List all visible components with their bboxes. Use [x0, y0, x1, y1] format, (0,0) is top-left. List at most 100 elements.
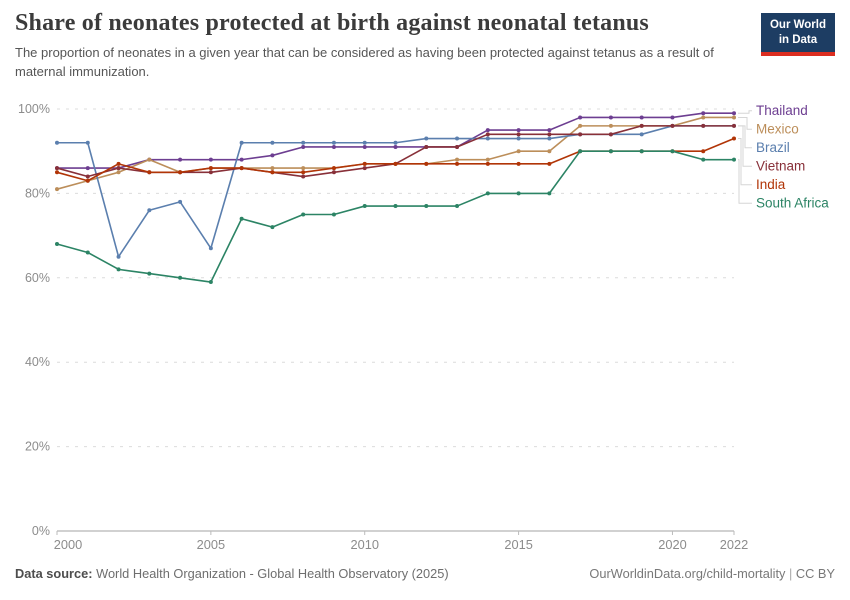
chart-header: Share of neonates protected at birth aga…: [15, 10, 835, 82]
data-point: [55, 242, 59, 247]
chart-footer: Data source: World Health Organization -…: [15, 566, 835, 581]
legend-connector: [738, 116, 752, 130]
series-line-south-africa[interactable]: [56, 150, 734, 283]
y-axis-label: 80%: [25, 186, 50, 200]
data-point: [147, 271, 152, 276]
data-point: [547, 128, 552, 133]
data-point: [639, 132, 644, 137]
data-point: [331, 170, 336, 175]
data-point: [455, 161, 460, 166]
data-point: [455, 204, 460, 209]
data-point: [331, 212, 336, 217]
legend-connector: [738, 110, 752, 114]
data-point: [362, 144, 367, 149]
chart-title: Share of neonates protected at birth aga…: [15, 10, 649, 36]
data-point: [239, 157, 244, 162]
data-point: [270, 153, 275, 158]
data-point: [116, 166, 121, 171]
legend-label-india[interactable]: India: [756, 177, 786, 192]
x-axis-label: 2015: [504, 537, 532, 552]
data-point: [270, 140, 275, 145]
data-point: [455, 157, 460, 162]
footer-separator: |: [785, 566, 796, 581]
data-point: [55, 166, 59, 171]
data-point: [208, 280, 213, 285]
data-point: [608, 123, 613, 128]
data-point: [516, 132, 521, 137]
x-axis-label: 2022: [720, 537, 748, 552]
legend-label-vietnam[interactable]: Vietnam: [756, 159, 805, 174]
data-point: [178, 170, 183, 175]
data-point: [670, 149, 675, 154]
data-point: [639, 115, 644, 120]
legend-connector: [738, 125, 752, 167]
data-point: [362, 166, 367, 171]
data-point: [578, 132, 583, 137]
data-point: [670, 115, 675, 120]
data-point: [608, 149, 613, 154]
data-point: [147, 170, 152, 175]
data-point: [178, 157, 183, 162]
data-point: [55, 187, 59, 192]
data-point: [578, 115, 583, 120]
legend-label-brazil[interactable]: Brazil: [756, 140, 790, 155]
data-point: [301, 174, 306, 179]
series-line-thailand[interactable]: [57, 112, 734, 169]
data-point: [485, 157, 490, 162]
data-point: [116, 170, 121, 175]
data-point: [301, 166, 306, 171]
data-point: [331, 166, 336, 171]
data-point: [208, 166, 213, 171]
data-point: [85, 178, 90, 183]
data-point: [670, 123, 675, 128]
owid-url-link[interactable]: OurWorldinData.org/child-mortality: [589, 566, 786, 581]
data-point: [178, 275, 183, 280]
data-point: [485, 161, 490, 166]
data-point: [331, 144, 336, 149]
data-point: [608, 115, 613, 120]
data-point: [639, 149, 644, 154]
license-link[interactable]: CC BY: [795, 566, 835, 581]
y-axis-label: 60%: [25, 271, 50, 285]
data-point: [239, 216, 244, 221]
data-point: [701, 157, 706, 162]
data-point: [393, 204, 398, 209]
data-point: [701, 115, 706, 120]
data-point: [547, 136, 552, 141]
data-point: [85, 166, 90, 171]
data-point: [301, 144, 306, 149]
owid-logo: Our World in Data: [760, 13, 835, 56]
data-point: [578, 123, 583, 128]
legend-label-thailand[interactable]: Thailand: [756, 103, 808, 118]
legend-label-south-africa[interactable]: South Africa: [756, 196, 829, 211]
data-point: [55, 140, 59, 145]
data-point: [516, 191, 521, 196]
data-point: [301, 212, 306, 217]
data-point: [270, 170, 275, 175]
x-axis-label: 2005: [197, 537, 225, 552]
data-point: [547, 191, 552, 196]
data-point: [270, 166, 275, 171]
data-point: [516, 149, 521, 154]
owid-logo-line2: in Data: [778, 33, 818, 46]
data-point: [85, 140, 90, 145]
data-point: [732, 115, 736, 120]
data-point: [732, 136, 736, 141]
data-point: [331, 140, 336, 145]
data-point: [393, 144, 398, 149]
x-axis-label: 2000: [54, 537, 82, 552]
legend-label-mexico[interactable]: Mexico: [756, 122, 799, 137]
data-point: [608, 132, 613, 137]
data-point: [485, 191, 490, 196]
data-point: [732, 111, 736, 116]
data-point: [547, 149, 552, 154]
data-point: [393, 140, 398, 145]
owid-logo-line1: Our World: [769, 19, 826, 31]
data-point: [393, 161, 398, 166]
data-point: [455, 136, 460, 141]
data-point: [116, 254, 121, 259]
data-point: [362, 204, 367, 209]
data-point: [424, 144, 429, 149]
